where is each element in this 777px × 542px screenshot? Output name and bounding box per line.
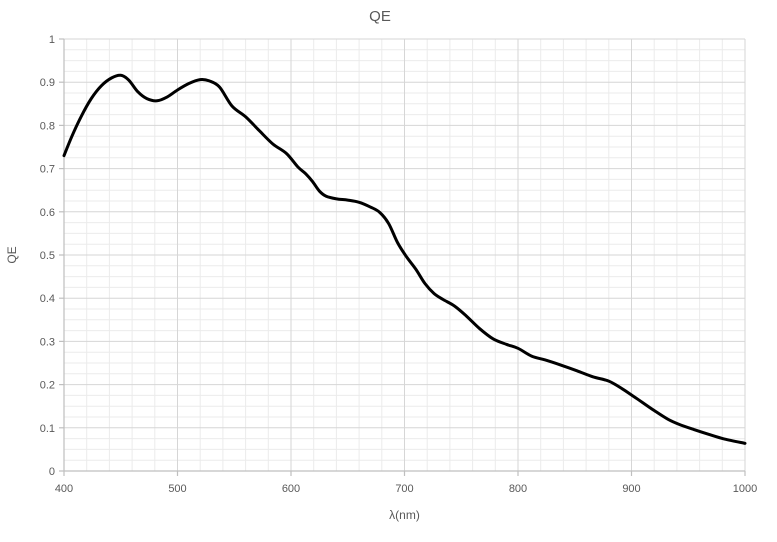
- x-tick-label: 500: [168, 483, 186, 495]
- y-tick-label: 0.3: [40, 336, 55, 348]
- y-tick-label: 0.2: [40, 380, 55, 392]
- tick-marks: [59, 38, 746, 476]
- y-tick-label: 0.6: [40, 207, 55, 219]
- y-axis-label: QE: [5, 246, 19, 263]
- y-tick-label: 0.4: [40, 293, 55, 305]
- x-tick-label: 1000: [733, 483, 757, 495]
- qe-curve: [62, 73, 747, 445]
- x-tick-label: 700: [395, 483, 413, 495]
- x-tick-label: 800: [509, 483, 527, 495]
- x-axis-label: λ(nm): [389, 508, 420, 522]
- tick-labels: 400 500 600 700 800 900 1000 0 0.1 0.2 0.3 0.4 0.5 0.…: [40, 34, 758, 495]
- y-tick-label: 0.8: [40, 120, 55, 132]
- y-tick-label: 1: [49, 34, 55, 46]
- y-tick-label: 0.7: [40, 164, 55, 176]
- y-tick-label: 0.1: [40, 423, 55, 435]
- y-tick-label: 0.5: [40, 250, 55, 262]
- y-tick-label: 0: [49, 466, 55, 478]
- x-tick-label: 400: [55, 483, 73, 495]
- y-tick-label: 0.9: [40, 77, 55, 89]
- x-tick-label: 900: [622, 483, 640, 495]
- x-tick-label: 600: [282, 483, 300, 495]
- chart-title: QE: [369, 8, 391, 25]
